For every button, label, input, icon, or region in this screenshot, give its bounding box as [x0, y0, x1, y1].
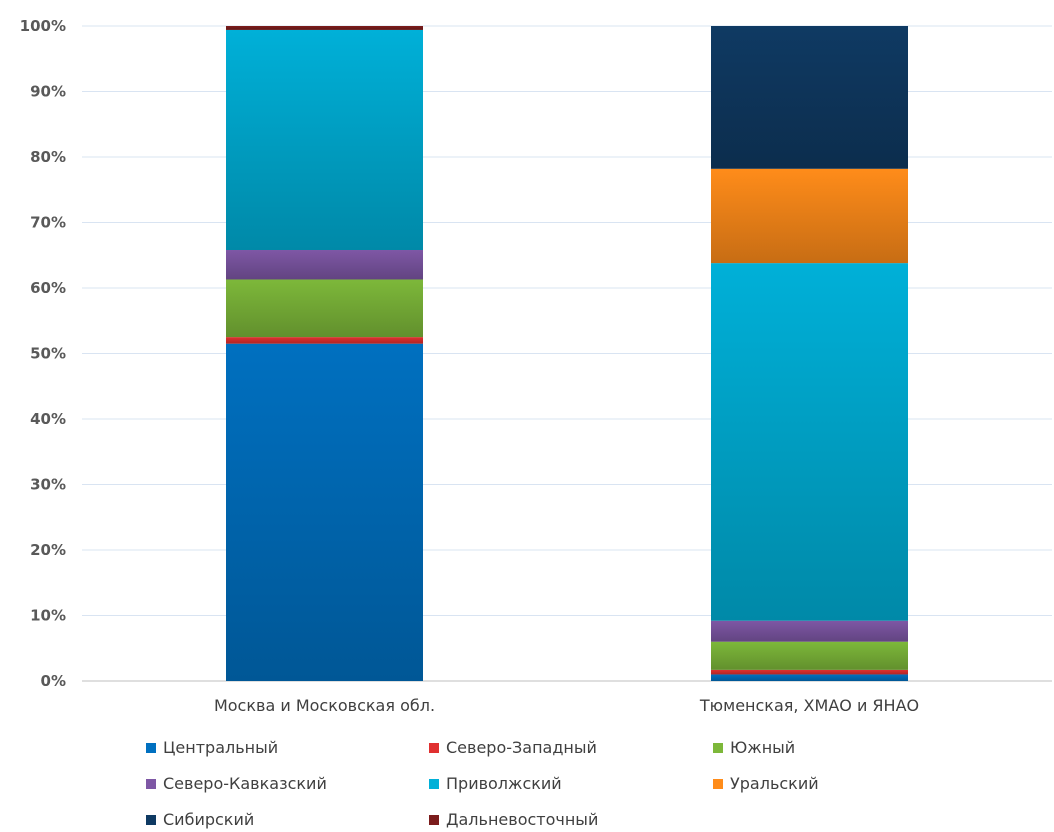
bar-segment-северо-западный	[711, 669, 908, 675]
bar-segment-южный	[711, 641, 908, 670]
legend-label: Северо-Кавказский	[163, 774, 327, 793]
bar-segment-дальневосточный	[226, 26, 423, 30]
legend-label: Приволжский	[446, 774, 562, 793]
legend-item-южный: Южный	[713, 738, 795, 757]
y-tick-label: 10%	[30, 607, 66, 625]
legend-label: Дальневосточный	[446, 810, 598, 829]
bars	[226, 26, 908, 681]
legend-label: Северо-Западный	[446, 738, 597, 757]
legend-swatch	[146, 815, 156, 825]
bar-segment-сибирский	[711, 26, 908, 169]
bar-segment-южный	[226, 279, 423, 338]
y-tick-label: 50%	[30, 345, 66, 363]
bar-segment-приволжский	[711, 263, 908, 621]
bar-segment-центральный	[711, 674, 908, 681]
legend-item-дальневосточный: Дальневосточный	[429, 810, 598, 829]
legend-item-сибирский: Сибирский	[146, 810, 254, 829]
bar-segment-приволжский	[226, 29, 423, 251]
y-tick-label: 60%	[30, 279, 66, 297]
bar-segment-северо-западный	[226, 337, 423, 344]
legend-swatch	[713, 743, 723, 753]
bar-segment-северо-кавказский	[711, 620, 908, 642]
x-axis-categories: Москва и Московская обл. Тюменская, ХМАО …	[214, 696, 919, 715]
legend-item-северо-западный: Северо-Западный	[429, 738, 597, 757]
y-tick-label: 100%	[20, 17, 66, 35]
y-tick-label: 80%	[30, 148, 66, 166]
legend-swatch	[429, 815, 439, 825]
legend-swatch	[429, 779, 439, 789]
x-category-label: Тюменская, ХМАО и ЯНАО	[699, 696, 919, 715]
legend-swatch	[146, 743, 156, 753]
legend-item-уральский: Уральский	[713, 774, 819, 793]
legend-item-центральный: Центральный	[146, 738, 278, 757]
legend-label: Сибирский	[163, 810, 254, 829]
legend-item-северо-кавказский: Северо-Кавказский	[146, 774, 327, 793]
y-tick-label: 20%	[30, 541, 66, 559]
legend-label: Южный	[730, 738, 795, 757]
legend: Центральный Северо-Западный Южный Северо-Ка…	[146, 738, 819, 829]
x-category-label: Москва и Московская обл.	[214, 696, 435, 715]
legend-item-приволжский: Приволжский	[429, 774, 562, 793]
bar-segment-северо-кавказский	[226, 250, 423, 280]
y-tick-label: 40%	[30, 410, 66, 428]
legend-swatch	[713, 779, 723, 789]
y-tick-label: 30%	[30, 476, 66, 494]
legend-label: Центральный	[163, 738, 278, 757]
bar-segment-центральный	[226, 343, 423, 681]
y-tick-label: 90%	[30, 83, 66, 101]
y-tick-label: 70%	[30, 214, 66, 232]
legend-label: Уральский	[730, 774, 819, 793]
legend-swatch	[429, 743, 439, 753]
y-tick-label: 0%	[41, 672, 66, 690]
y-axis-ticks: 0% 10% 20% 30% 40% 50% 60% 70% 80% 90% 100%	[20, 17, 66, 690]
legend-swatch	[146, 779, 156, 789]
bar-segment-уральский	[711, 168, 908, 264]
